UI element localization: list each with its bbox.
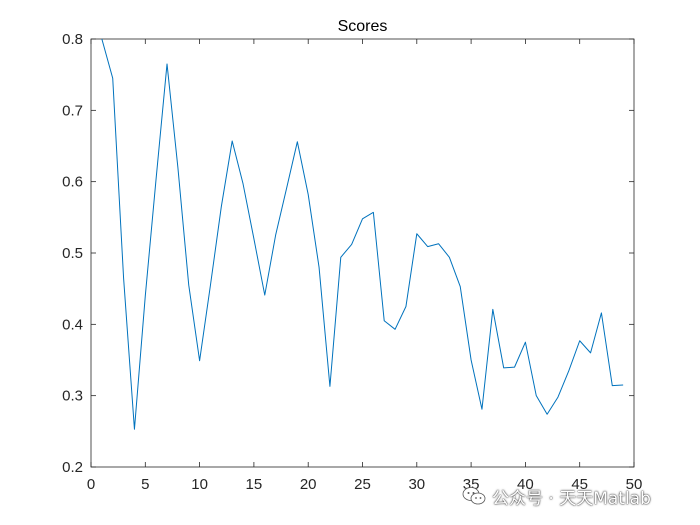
y-tick-label: 0.6 <box>62 174 83 191</box>
axis-ticks: 0 5 10 15 20 25 30 35 40 45 500.20.30.40.50.60.70.… <box>62 31 642 493</box>
y-tick-label: 0.4 <box>62 316 83 333</box>
series-line-0 <box>101 38 624 430</box>
x-tick-label: 0 <box>87 476 95 493</box>
wechat-icon <box>462 487 486 505</box>
x-tick-label: 10 <box>191 476 208 493</box>
x-tick-label: 50 <box>626 476 643 493</box>
y-tick-label: 0.2 <box>62 459 83 476</box>
x-tick-label: 30 <box>408 476 425 493</box>
watermark: 公众号 · 天天Matlab <box>462 484 651 509</box>
axes-box <box>90 38 635 468</box>
x-tick-label: 45 <box>571 476 588 493</box>
x-tick-label: 15 <box>246 476 263 493</box>
y-tick-label: 0.8 <box>62 31 83 48</box>
series-group <box>101 38 624 430</box>
x-tick-label: 20 <box>300 476 317 493</box>
y-tick-label: 0.7 <box>62 102 83 119</box>
x-tick-label: 40 <box>517 476 534 493</box>
chart-title: Scores <box>338 18 388 35</box>
x-tick-label: 5 <box>141 476 149 493</box>
y-tick-label: 0.5 <box>62 245 83 262</box>
watermark-text: 公众号 · 天天Matlab <box>492 488 651 509</box>
x-tick-label: 25 <box>354 476 371 493</box>
y-tick-label: 0.3 <box>62 388 83 405</box>
